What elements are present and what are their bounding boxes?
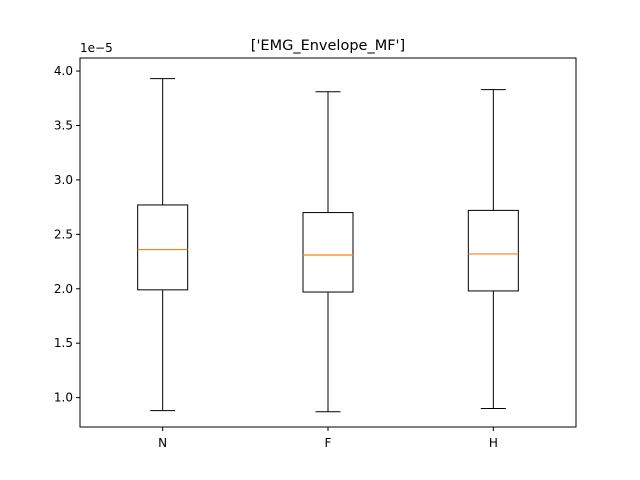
y-tick-label: 2.0 bbox=[54, 282, 73, 296]
y-tick-label: 1.5 bbox=[54, 336, 73, 350]
y-tick-label: 4.0 bbox=[54, 64, 73, 78]
y-tick-label: 1.0 bbox=[54, 391, 73, 405]
plot-area: 1.0 1.5 2.0 2.5 3.0 3.5 4.0 N F H bbox=[54, 64, 519, 450]
x-tick-label: H bbox=[489, 436, 498, 450]
box-f bbox=[302, 212, 354, 293]
box-n bbox=[137, 204, 189, 291]
x-tick-label: F bbox=[325, 436, 332, 450]
y-axis-offset-label: 1e−5 bbox=[80, 41, 113, 55]
y-tick-label: 3.0 bbox=[54, 173, 73, 187]
box-h bbox=[467, 209, 519, 292]
chart-title: ['EMG_Envelope_MF'] bbox=[251, 38, 405, 54]
y-tick-label: 3.5 bbox=[54, 118, 73, 132]
x-tick-label: N bbox=[158, 436, 167, 450]
axes-frame bbox=[79, 57, 577, 428]
y-tick-label: 2.5 bbox=[54, 227, 73, 241]
